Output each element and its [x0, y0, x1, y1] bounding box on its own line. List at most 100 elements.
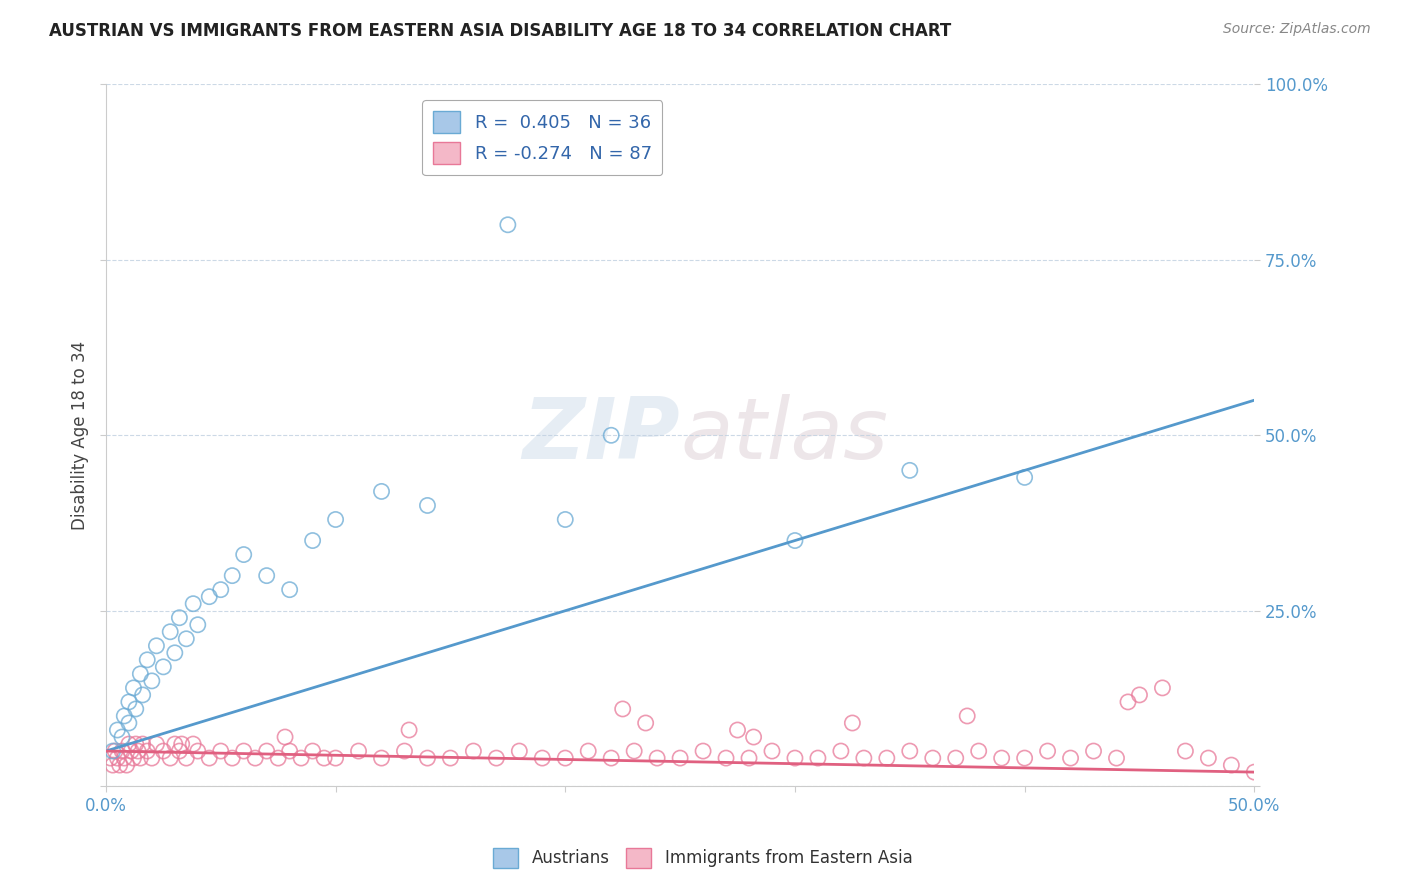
Point [301, 744, 323, 758]
Point [105, 723, 128, 737]
Point [278, 744, 301, 758]
Point [245, 751, 267, 765]
Point [325, 512, 347, 526]
Point [101, 744, 124, 758]
Point [152, 660, 174, 674]
Point [176, 751, 198, 765]
Point [256, 568, 278, 582]
Point [876, 751, 898, 765]
Point [898, 744, 921, 758]
Point [1014, 751, 1036, 765]
Point [531, 751, 554, 765]
Point [416, 499, 439, 513]
Point [394, 744, 416, 758]
Point [101, 758, 124, 772]
Point [129, 666, 152, 681]
Text: Source: ZipAtlas.com: Source: ZipAtlas.com [1223, 22, 1371, 37]
Point [325, 751, 347, 765]
Point [129, 751, 152, 765]
Point [727, 723, 749, 737]
Point [136, 653, 159, 667]
Point [841, 716, 863, 731]
Point [898, 463, 921, 477]
Point [198, 751, 221, 765]
Point [301, 533, 323, 548]
Point [187, 617, 209, 632]
Point [508, 744, 530, 758]
Point [125, 737, 148, 751]
Point [181, 737, 204, 751]
Point [112, 709, 135, 723]
Point [104, 744, 127, 758]
Point [108, 758, 131, 772]
Point [131, 737, 153, 751]
Point [1014, 470, 1036, 484]
Point [122, 751, 145, 765]
Point [600, 428, 623, 442]
Point [463, 744, 485, 758]
Point [209, 744, 232, 758]
Point [278, 582, 301, 597]
Point [1083, 744, 1105, 758]
Point [100, 751, 122, 765]
Point [612, 702, 634, 716]
Point [187, 744, 209, 758]
Point [738, 751, 761, 765]
Point [198, 590, 221, 604]
Point [169, 611, 191, 625]
Point [112, 751, 135, 765]
Point [921, 751, 943, 765]
Point [221, 751, 243, 765]
Point [1220, 758, 1243, 772]
Text: ZIP: ZIP [523, 393, 681, 477]
Point [169, 744, 191, 758]
Point [118, 737, 141, 751]
Point [1036, 744, 1059, 758]
Point [634, 716, 657, 731]
Point [118, 716, 141, 731]
Point [256, 744, 278, 758]
Point [118, 695, 141, 709]
Point [267, 751, 290, 765]
Legend: Austrians, Immigrants from Eastern Asia: Austrians, Immigrants from Eastern Asia [486, 841, 920, 875]
Point [554, 512, 576, 526]
Point [645, 751, 668, 765]
Point [347, 744, 370, 758]
Point [956, 709, 979, 723]
Point [314, 751, 336, 765]
Point [945, 751, 967, 765]
Point [163, 737, 186, 751]
Point [439, 751, 461, 765]
Point [122, 681, 145, 695]
Point [115, 758, 138, 772]
Legend: R =  0.405   N = 36, R = -0.274   N = 87: R = 0.405 N = 36, R = -0.274 N = 87 [422, 101, 662, 175]
Point [1059, 751, 1081, 765]
Point [554, 751, 576, 765]
Point [830, 744, 852, 758]
Point [398, 723, 420, 737]
Point [416, 751, 439, 765]
Point [1197, 751, 1219, 765]
Point [176, 632, 198, 646]
Text: atlas: atlas [681, 393, 889, 477]
Point [145, 639, 167, 653]
Point [990, 751, 1012, 765]
Point [105, 751, 128, 765]
Point [232, 548, 254, 562]
Point [761, 744, 783, 758]
Point [1105, 751, 1128, 765]
Point [807, 751, 830, 765]
Point [159, 751, 181, 765]
Point [290, 751, 312, 765]
Point [669, 751, 692, 765]
Point [852, 751, 875, 765]
Point [714, 751, 737, 765]
Point [136, 744, 159, 758]
Point [111, 730, 134, 744]
Point [967, 744, 990, 758]
Point [181, 597, 204, 611]
Point [600, 751, 623, 765]
Point [370, 484, 392, 499]
Point [127, 744, 149, 758]
Point [125, 702, 148, 716]
